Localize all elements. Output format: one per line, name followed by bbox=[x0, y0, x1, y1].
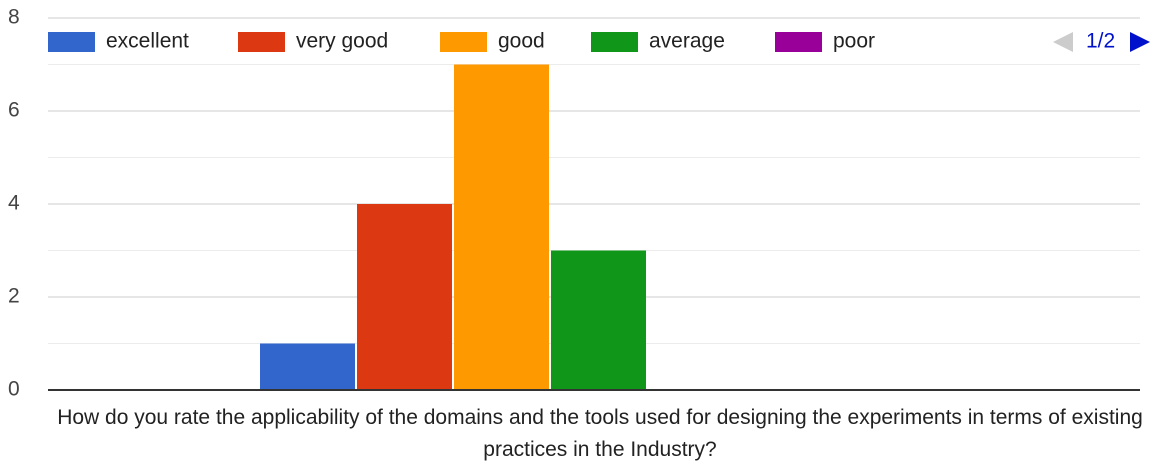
legend-swatch bbox=[775, 32, 822, 52]
y-tick-label: 0 bbox=[8, 378, 20, 401]
legend-swatch bbox=[48, 32, 95, 52]
legend-prev-arrow[interactable] bbox=[1053, 32, 1073, 52]
legend-label: good bbox=[498, 30, 545, 53]
legend-swatch bbox=[238, 32, 285, 52]
y-tick-label: 8 bbox=[8, 6, 20, 29]
y-tick-label: 2 bbox=[8, 285, 20, 308]
legend-label: excellent bbox=[106, 30, 189, 53]
legend-swatch bbox=[440, 32, 487, 52]
legend-label: average bbox=[649, 30, 725, 53]
legend-swatch bbox=[591, 32, 638, 52]
bar bbox=[260, 343, 355, 390]
y-tick-label: 6 bbox=[8, 99, 20, 122]
legend-page: 1/2 bbox=[1086, 30, 1115, 53]
legend-label: very good bbox=[296, 30, 388, 53]
bar bbox=[357, 204, 452, 390]
legend-next-arrow[interactable] bbox=[1130, 32, 1150, 52]
chart-title: How do you rate the applicability of the… bbox=[57, 406, 1143, 461]
y-tick-label: 4 bbox=[8, 192, 20, 215]
legend-label: poor bbox=[833, 30, 875, 53]
bar bbox=[551, 250, 646, 390]
bar bbox=[454, 64, 549, 390]
